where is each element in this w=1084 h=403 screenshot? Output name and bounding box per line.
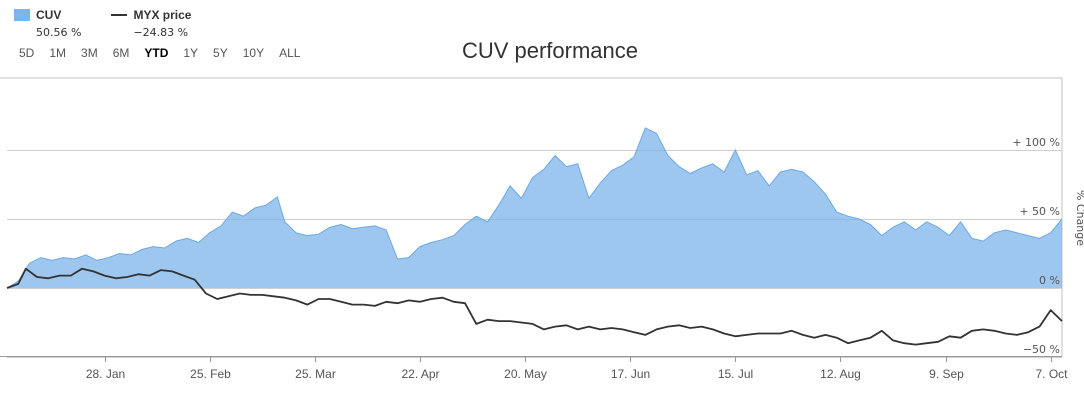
- legend-item-myx[interactable]: MYX price −24.83 %: [111, 8, 191, 39]
- x-tick-label: 20. May: [504, 367, 547, 381]
- y-tick-label: + 100 %: [1012, 136, 1060, 149]
- x-tick-label: 28. Jan: [86, 367, 125, 381]
- legend-value: 50.56 %: [36, 26, 82, 39]
- range-all-button[interactable]: ALL: [279, 46, 301, 60]
- legend-value: −24.83 %: [133, 26, 189, 39]
- y-tick-label: + 50 %: [1019, 205, 1060, 218]
- cuv-area-fill: [7, 127, 1062, 289]
- x-tick-label: 9. Sep: [929, 367, 964, 381]
- range-ytd-button[interactable]: YTD: [144, 46, 169, 60]
- area-swatch-icon: [14, 9, 30, 21]
- chart-title: CUV performance: [461, 38, 639, 63]
- range-6m-button[interactable]: 6M: [112, 46, 130, 60]
- x-tick-label: 22. Apr: [401, 367, 439, 381]
- x-tick-label: 17. Jun: [611, 367, 650, 381]
- x-tick-label: 7. Oct: [1035, 367, 1068, 381]
- range-selector: 5D 1M 3M 6M YTD 1Y 5Y 10Y ALL: [19, 46, 315, 60]
- chart-legend: CUV 50.56 % MYX price −24.83 %: [14, 8, 191, 39]
- range-5d-button[interactable]: 5D: [19, 46, 35, 60]
- x-tick-label: 25. Mar: [295, 367, 336, 381]
- x-tick-label: 12. Aug: [820, 367, 861, 381]
- range-1m-button[interactable]: 1M: [49, 46, 67, 60]
- x-tick-label: 15. Jul: [718, 367, 753, 381]
- legend-label: MYX price: [133, 8, 192, 22]
- range-5y-button[interactable]: 5Y: [213, 46, 228, 60]
- range-3m-button[interactable]: 3M: [81, 46, 98, 60]
- y-tick-label: 0 %: [1039, 274, 1060, 287]
- legend-label: CUV: [36, 8, 62, 22]
- legend-item-cuv[interactable]: CUV 50.56 %: [14, 8, 81, 39]
- myx-series-line: [6, 267, 1063, 346]
- x-tick-label: 25. Feb: [190, 367, 231, 381]
- y-axis-title: % Change: [1074, 190, 1084, 246]
- line-swatch-icon: [111, 14, 128, 16]
- y-tick-label: −50 %: [1023, 343, 1060, 356]
- cuv-series-line: [6, 127, 1063, 289]
- range-10y-button[interactable]: 10Y: [242, 46, 265, 60]
- range-1y-button[interactable]: 1Y: [183, 46, 199, 60]
